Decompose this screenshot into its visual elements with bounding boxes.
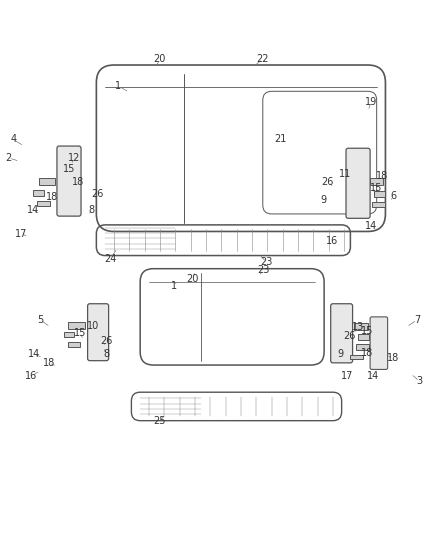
FancyBboxPatch shape <box>370 317 388 369</box>
Text: 9: 9 <box>320 195 326 205</box>
Text: 15: 15 <box>63 164 75 174</box>
FancyBboxPatch shape <box>346 148 370 219</box>
Text: 22: 22 <box>257 54 269 64</box>
Text: 18: 18 <box>43 358 55 368</box>
Bar <box>374 191 385 197</box>
Bar <box>350 354 363 359</box>
Bar <box>68 342 80 347</box>
Text: 5: 5 <box>37 315 43 325</box>
Text: 11: 11 <box>339 168 351 179</box>
Text: 26: 26 <box>343 330 356 341</box>
FancyBboxPatch shape <box>331 304 353 363</box>
Bar <box>372 202 385 207</box>
Bar <box>68 322 85 329</box>
Text: 20: 20 <box>187 274 199 284</box>
Bar <box>356 344 369 350</box>
Text: 20: 20 <box>154 54 166 64</box>
Text: 3: 3 <box>417 376 423 386</box>
Text: 8: 8 <box>103 349 109 359</box>
Bar <box>358 334 369 340</box>
Text: 23: 23 <box>258 265 270 275</box>
Text: 14: 14 <box>365 221 378 231</box>
Text: 18: 18 <box>46 192 58 203</box>
Text: 23: 23 <box>260 257 272 267</box>
Text: 14: 14 <box>367 371 379 381</box>
Text: 8: 8 <box>88 205 94 215</box>
Text: 25: 25 <box>154 416 166 426</box>
Text: 7: 7 <box>414 315 420 325</box>
Bar <box>39 177 55 185</box>
Text: 1: 1 <box>115 81 121 91</box>
Text: 14: 14 <box>27 205 39 215</box>
Text: 18: 18 <box>387 353 399 364</box>
Text: 26: 26 <box>100 336 112 346</box>
Text: 1: 1 <box>171 281 177 291</box>
Text: 15: 15 <box>74 328 86 338</box>
Text: 17: 17 <box>15 229 27 239</box>
Bar <box>37 201 50 206</box>
Text: 15: 15 <box>370 183 382 192</box>
FancyBboxPatch shape <box>57 146 81 216</box>
Text: 18: 18 <box>376 171 388 181</box>
Text: 26: 26 <box>91 189 103 199</box>
Text: 16: 16 <box>25 371 38 381</box>
Text: 18: 18 <box>72 177 84 187</box>
Text: 6: 6 <box>390 191 396 201</box>
Text: 18: 18 <box>361 348 373 358</box>
Text: 21: 21 <box>274 134 286 144</box>
Bar <box>370 177 383 185</box>
Text: 26: 26 <box>321 177 334 188</box>
Text: 13: 13 <box>352 322 364 332</box>
Text: 2: 2 <box>6 153 12 163</box>
Text: 17: 17 <box>341 371 353 381</box>
Text: 4: 4 <box>10 134 16 144</box>
Text: 14: 14 <box>28 349 40 359</box>
Bar <box>33 190 44 197</box>
Text: 10: 10 <box>87 321 99 330</box>
Text: 19: 19 <box>365 97 378 107</box>
Text: 12: 12 <box>68 153 81 163</box>
Bar <box>354 324 368 330</box>
Text: 16: 16 <box>326 236 338 246</box>
Text: 15: 15 <box>361 326 373 336</box>
Text: 24: 24 <box>104 254 117 264</box>
Bar <box>64 332 74 337</box>
Text: 9: 9 <box>338 349 344 359</box>
FancyBboxPatch shape <box>88 304 109 361</box>
